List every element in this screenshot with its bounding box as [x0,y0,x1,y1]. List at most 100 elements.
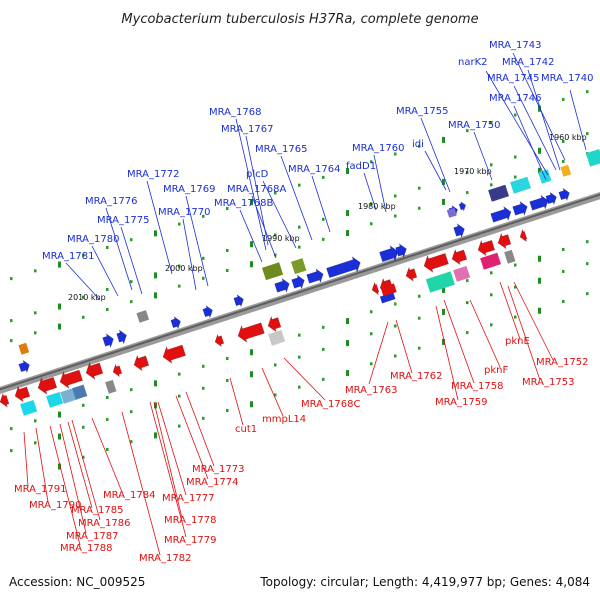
track-dash [202,416,205,420]
gene-label[interactable]: MRA_1758 [451,381,503,392]
gene-label[interactable]: MRA_1791 [14,484,66,495]
reverse-gene-arrow-shape [405,266,418,282]
track-dash [274,363,277,367]
gene-label[interactable]: mmpL14 [262,414,306,425]
gene-label[interactable]: MRA_1781 [42,251,94,262]
gene-label[interactable]: MRA_1776 [85,196,137,207]
track-dash [130,440,133,444]
gene-label[interactable]: MRA_1769 [163,184,215,195]
leader-line [420,117,451,193]
leader-line [261,367,284,417]
leader-line [121,411,161,556]
track-dash [586,262,589,266]
gene-label[interactable]: MRA_1743 [489,40,541,51]
feature-block [60,387,78,404]
gene-label[interactable]: MRA_1785 [71,505,123,516]
forward-gene-arrow [202,304,213,319]
gene-label[interactable]: MRA_1774 [186,477,238,488]
leader-line [149,401,187,538]
leader-line [395,319,413,374]
gene-label[interactable]: idi [412,139,424,150]
reverse-gene-arrow-shape [519,228,528,243]
gene-label[interactable]: fadD1 [346,161,376,172]
gene-label[interactable]: MRA_1767 [221,124,273,135]
gene-label[interactable]: MRA_1772 [127,169,179,180]
feature-block [510,176,531,194]
gene-label[interactable]: MRA_1790 [29,500,81,511]
track-dash [226,379,229,383]
leader-line [182,218,197,291]
track-dash [586,90,589,94]
track-dash [202,256,205,260]
gene-label[interactable]: MRA_1763 [345,385,397,396]
track-dash [10,449,13,453]
track-dash [346,340,349,347]
track-dash [322,237,325,241]
gene-label[interactable]: MRA_1773 [192,464,244,475]
gene-label[interactable]: MRA_1750 [448,120,500,131]
track-dash [250,261,253,268]
track-dash [562,159,565,163]
gene-label[interactable]: MRA_1764 [288,164,340,175]
gene-label[interactable]: MRA_1752 [536,357,588,368]
reverse-gene-arrow-shape [423,253,449,273]
track-dash [274,393,277,397]
gene-label[interactable]: MRA_1782 [139,553,191,564]
leader-line [91,417,123,493]
forward-gene-arrow-shape [102,333,114,349]
gene-label[interactable]: cut1 [235,424,257,435]
gene-label[interactable]: MRA_1762 [390,371,442,382]
reverse-gene-arrow [405,266,418,282]
leader-line [67,421,93,509]
track-dash [298,183,301,187]
gene-label[interactable]: MRA_1786 [78,518,130,529]
forward-gene-arrow-shape [306,268,324,284]
gene-label[interactable]: MRA_1778 [164,515,216,526]
gene-label[interactable]: MRA_1770 [158,207,210,218]
tick-label: 1980 kbp [358,202,396,211]
track-dash [130,300,133,304]
leader-line [311,175,331,233]
gene-label[interactable]: MRA_1759 [435,397,487,408]
track-dash [442,198,445,205]
track-dash [82,295,85,299]
gene-label[interactable]: MRA_1760 [352,143,404,154]
gene-label[interactable]: MRA_1768C [301,399,360,410]
track-dash [346,210,349,217]
gene-label[interactable]: MRA_1775 [97,215,149,226]
scale-ticks: 1960 kbp 1970 kbp 1980 kbp 1990 kbp 2000… [68,133,587,302]
track-dash [226,207,229,211]
track-dash [178,394,181,398]
track-dash [106,287,109,291]
gene-label[interactable]: MRA_1784 [103,490,155,501]
gene-label[interactable]: MRA_1753 [522,377,574,388]
gene-label[interactable]: MRA_1768 [209,107,261,118]
reverse-gene-labels: pknE MRA_1752 MRA_1753 pknF MRA_1763 MRA… [14,336,588,564]
gene-label[interactable]: MRA_1745 [487,73,539,84]
track-dash [154,292,157,299]
gene-label[interactable]: MRA_1768A [227,184,286,195]
gene-label[interactable]: MRA_1788 [60,543,112,554]
leader-line [513,105,547,181]
gene-label[interactable]: MRA_1765 [255,144,307,155]
gene-label[interactable]: plcD [246,169,269,180]
gene-label[interactable]: MRA_1779 [164,535,216,546]
track-dash [178,264,181,268]
gene-label[interactable]: MRA_1777 [162,493,214,504]
gene-label[interactable]: MRA_1768B [214,198,273,209]
track-dash [202,364,205,368]
reverse-gene-arrow [519,228,528,243]
gene-label[interactable]: MRA_1746 [489,93,541,104]
gene-label[interactable]: pknE [505,336,530,347]
gene-label[interactable]: MRA_1787 [66,531,118,542]
gene-label[interactable]: pknF [484,365,508,376]
feature-block [20,399,38,416]
gene-label[interactable]: MRA_1755 [396,106,448,117]
gene-label[interactable]: MRA_1740 [541,73,593,84]
track-dash [418,186,421,190]
gene-label[interactable]: MRA_1780 [67,234,119,245]
gene-label[interactable]: narK2 [458,57,488,68]
gene-label[interactable]: MRA_1742 [502,57,554,68]
reverse-gene-arrow-shape [497,232,512,250]
track-dash [538,147,541,154]
